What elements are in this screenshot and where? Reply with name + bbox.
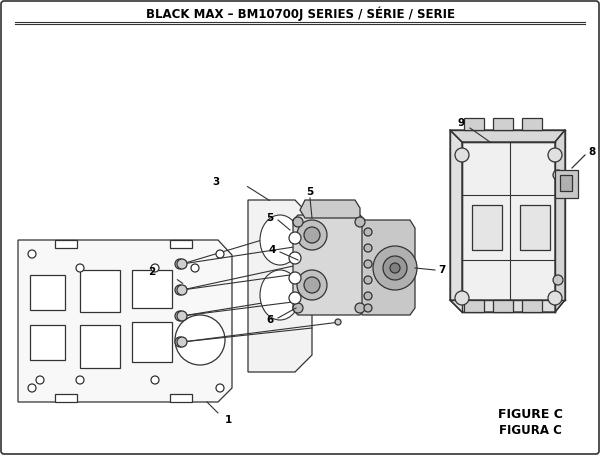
- Text: 8: 8: [588, 147, 595, 157]
- Circle shape: [216, 250, 224, 258]
- Circle shape: [335, 265, 341, 271]
- Circle shape: [289, 232, 301, 244]
- Text: FIGURE C: FIGURE C: [497, 409, 562, 421]
- Circle shape: [177, 259, 187, 269]
- Circle shape: [28, 250, 36, 258]
- Bar: [493, 300, 513, 312]
- Circle shape: [175, 285, 185, 295]
- Circle shape: [293, 217, 303, 227]
- Circle shape: [289, 252, 301, 264]
- Circle shape: [455, 291, 469, 305]
- Polygon shape: [293, 215, 365, 315]
- Bar: [170, 394, 192, 402]
- Circle shape: [175, 337, 185, 347]
- Circle shape: [364, 244, 372, 252]
- Bar: [170, 240, 192, 248]
- Text: 3: 3: [213, 177, 220, 187]
- Bar: [560, 175, 572, 191]
- Polygon shape: [132, 270, 172, 308]
- Polygon shape: [30, 275, 65, 310]
- Circle shape: [355, 217, 365, 227]
- Polygon shape: [450, 130, 462, 312]
- Polygon shape: [362, 220, 415, 315]
- Circle shape: [304, 277, 320, 293]
- Circle shape: [364, 304, 372, 312]
- Text: 7: 7: [438, 265, 445, 275]
- Polygon shape: [80, 325, 120, 368]
- Polygon shape: [300, 200, 360, 218]
- Text: 2: 2: [148, 267, 155, 277]
- Ellipse shape: [260, 215, 300, 265]
- Circle shape: [335, 293, 341, 299]
- Circle shape: [335, 237, 341, 243]
- Circle shape: [177, 311, 187, 321]
- Polygon shape: [555, 170, 578, 198]
- Polygon shape: [555, 130, 565, 312]
- Circle shape: [175, 259, 185, 269]
- Polygon shape: [132, 322, 172, 362]
- Text: 5: 5: [307, 187, 314, 197]
- Circle shape: [177, 285, 187, 295]
- Circle shape: [553, 170, 563, 180]
- Circle shape: [383, 256, 407, 280]
- Circle shape: [548, 148, 562, 162]
- Circle shape: [191, 264, 199, 272]
- Circle shape: [36, 376, 44, 384]
- Circle shape: [297, 270, 327, 300]
- Circle shape: [28, 384, 36, 392]
- Bar: [522, 300, 542, 312]
- Polygon shape: [30, 325, 65, 360]
- Circle shape: [364, 228, 372, 236]
- Bar: [464, 300, 484, 312]
- Polygon shape: [450, 300, 565, 312]
- Circle shape: [373, 246, 417, 290]
- Circle shape: [175, 315, 225, 365]
- Bar: [55, 394, 77, 402]
- Circle shape: [364, 292, 372, 300]
- Circle shape: [553, 275, 563, 285]
- Circle shape: [364, 276, 372, 284]
- Bar: [493, 118, 513, 130]
- Circle shape: [548, 291, 562, 305]
- Circle shape: [293, 303, 303, 313]
- Text: 4: 4: [269, 245, 276, 255]
- Polygon shape: [80, 270, 120, 312]
- Circle shape: [177, 337, 187, 347]
- Text: 1: 1: [225, 415, 232, 425]
- Polygon shape: [248, 200, 312, 372]
- Circle shape: [455, 148, 469, 162]
- Circle shape: [151, 264, 159, 272]
- Circle shape: [355, 303, 365, 313]
- Ellipse shape: [260, 270, 300, 320]
- Circle shape: [289, 292, 301, 304]
- Bar: [522, 118, 542, 130]
- Circle shape: [76, 376, 84, 384]
- Text: 5: 5: [266, 213, 273, 223]
- Text: 6: 6: [267, 315, 274, 325]
- Bar: [55, 240, 77, 248]
- Circle shape: [76, 264, 84, 272]
- Bar: [464, 118, 484, 130]
- Bar: [520, 205, 550, 250]
- Circle shape: [304, 227, 320, 243]
- Circle shape: [297, 220, 327, 250]
- Circle shape: [216, 384, 224, 392]
- Polygon shape: [18, 240, 232, 402]
- Polygon shape: [450, 130, 565, 142]
- Text: FIGURA C: FIGURA C: [499, 424, 562, 436]
- Circle shape: [364, 260, 372, 268]
- Text: BLACK MAX – BM10700J SERIES / SÉRIE / SERIE: BLACK MAX – BM10700J SERIES / SÉRIE / SE…: [146, 7, 455, 21]
- Circle shape: [335, 319, 341, 325]
- Circle shape: [390, 263, 400, 273]
- Polygon shape: [462, 142, 555, 312]
- Circle shape: [289, 272, 301, 284]
- Bar: [472, 205, 502, 250]
- Circle shape: [175, 311, 185, 321]
- Text: 9: 9: [458, 118, 465, 128]
- Circle shape: [151, 376, 159, 384]
